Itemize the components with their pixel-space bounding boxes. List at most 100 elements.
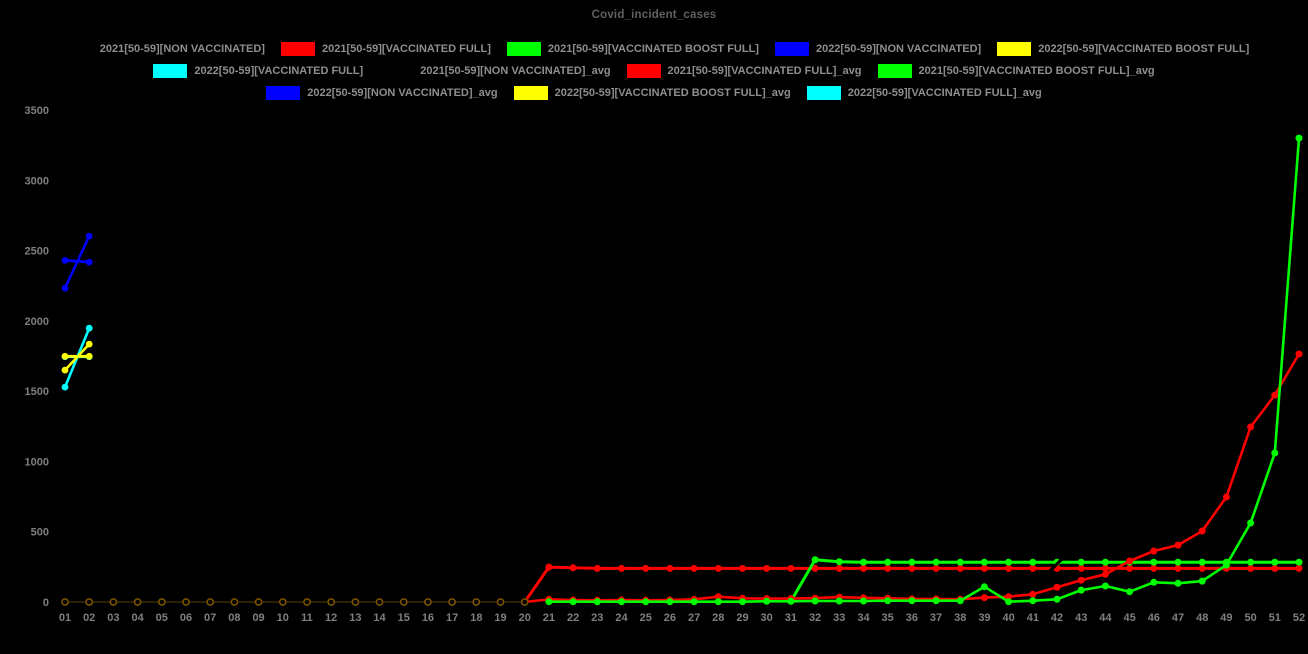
series-marker-2022-50-59-vaccinated-boost-full-avg [85,352,93,360]
series-marker-zero-baseline-overlap-weeks-01-20 [448,598,456,606]
series-marker-2021-50-59-vaccinated-boost-full [860,597,867,605]
series-marker-2021-50-59-vaccinated-full-avg [860,564,867,572]
x-tick-label: 18 [470,612,482,624]
legend-item: 2021[50-59][VACCINATED FULL]_avg [626,64,862,78]
series-marker-2022-50-59-non-vaccinated-avg [61,257,69,264]
legend-label: 2021[50-59][NON VACCINATED] [99,43,265,55]
series-marker-2021-50-59-vaccinated-boost-full [787,597,795,605]
series-marker-zero-baseline-overlap-weeks-01-20 [61,598,69,606]
legend-label: 2022[50-59][NON VACCINATED] [815,43,982,55]
x-tick-label: 34 [857,612,870,624]
series-marker-2021-50-59-vaccinated-boost-full [1101,582,1109,590]
series-marker-2021-50-59-vaccinated-full-avg [593,564,601,572]
x-tick-label: 30 [761,612,773,624]
series-marker-zero-baseline-overlap-weeks-01-20 [327,598,336,606]
x-tick-label: 08 [228,612,240,624]
legend-swatch [280,42,315,56]
x-tick-label: 51 [1269,612,1281,624]
series-marker-zero-baseline-overlap-weeks-01-20 [351,598,360,606]
legend-swatch [266,86,301,100]
x-tick-label: 50 [1244,612,1256,624]
x-tick-label: 52 [1293,612,1305,624]
series-marker-2021-50-59-vaccinated-full-avg [690,564,698,572]
y-tick-label: 3500 [25,105,49,117]
x-tick-label: 44 [1099,612,1112,624]
series-marker-2021-50-59-vaccinated-full-avg [1029,564,1037,572]
series-marker-2022-50-59-vaccinated-boost-full [85,340,93,348]
series-marker-2021-50-59-vaccinated-boost-full [1077,586,1085,594]
series-marker-2021-50-59-vaccinated-boost-full [714,598,722,606]
series-marker-2021-50-59-vaccinated-full-avg [545,563,553,571]
x-tick-label: 38 [954,612,966,624]
series-marker-2022-50-59-vaccinated-full [85,324,93,332]
legend-label: 2022[50-59][VACCINATED BOOST FULL] [1038,43,1250,55]
chart-title: Covid_incident_cases [591,9,717,21]
x-tick-label: 43 [1075,612,1087,624]
series-marker-2021-50-59-vaccinated-full [1247,423,1255,431]
series-marker-2021-50-59-vaccinated-boost-full [980,583,988,591]
series-marker-2021-50-59-vaccinated-boost-full-avg [1101,558,1109,566]
legend-swatch [806,86,841,100]
series-marker-2021-50-59-vaccinated-full [1271,391,1279,399]
legend-swatch [997,42,1032,56]
x-tick-label: 39 [978,612,990,624]
series-marker-2021-50-59-vaccinated-boost-full [569,598,577,606]
series-marker-2021-50-59-vaccinated-boost-full [811,597,819,605]
x-tick-label: 15 [398,612,410,624]
x-tick-label: 32 [809,612,821,624]
x-tick-label: 01 [59,612,71,624]
series-marker-2021-50-59-vaccinated-boost-full-avg [1198,558,1206,566]
x-tick-label: 04 [131,612,144,624]
legend-item: 2021[50-59][VACCINATED FULL] [280,42,491,56]
series-marker-2021-50-59-vaccinated-boost-full-avg [908,558,916,566]
series-marker-2022-50-59-vaccinated-boost-full-avg [61,352,69,360]
series-marker-2021-50-59-vaccinated-boost-full-avg [956,558,964,566]
series-marker-2021-50-59-vaccinated-full-avg [1126,564,1134,572]
x-tick-label: 46 [1148,612,1160,624]
series-marker-2021-50-59-vaccinated-full-avg [642,564,650,572]
series-marker-2021-50-59-vaccinated-boost-full-avg [811,556,819,564]
series-marker-2021-50-59-vaccinated-full [1005,593,1013,601]
series-marker-2021-50-59-vaccinated-boost-full [908,597,916,605]
series-marker-2022-50-59-vaccinated-full [61,383,69,391]
series-marker-2021-50-59-vaccinated-boost-full-avg [835,558,843,566]
series-marker-2021-50-59-vaccinated-full [1198,527,1206,535]
series-marker-2021-50-59-vaccinated-boost-full-avg [1005,558,1013,566]
x-tick-label: 24 [615,612,628,624]
series-marker-2021-50-59-vaccinated-boost-full-avg [860,558,867,566]
legend-label: 2021[50-59][VACCINATED FULL]_avg [667,65,862,77]
series-marker-2021-50-59-vaccinated-full [1053,583,1061,591]
series-marker-2021-50-59-vaccinated-full-avg [908,564,916,572]
series-marker-2021-50-59-vaccinated-full-avg [1271,564,1279,572]
legend-row-1: 2021[50-59][NON VACCINATED] 2021[50-59][V… [51,38,1258,60]
y-tick-label: 1000 [25,456,49,468]
series-marker-2021-50-59-vaccinated-boost-full [1005,598,1013,606]
x-tick-label: 16 [422,612,434,624]
series-marker-2021-50-59-vaccinated-boost-full [1053,595,1061,603]
y-tick-label: 2500 [25,246,49,258]
series-marker-zero-baseline-overlap-weeks-01-20 [520,598,529,606]
legend-label: 2022[50-59][VACCINATED FULL] [194,65,364,77]
series-marker-2021-50-59-vaccinated-full [1174,541,1182,549]
series-marker-2021-50-59-vaccinated-boost-full [1150,578,1158,586]
series-marker-zero-baseline-overlap-weeks-01-20 [157,598,166,606]
series-marker-2021-50-59-vaccinated-boost-full [666,598,674,606]
series-marker-2021-50-59-vaccinated-boost-full-avg [1295,558,1303,566]
series-marker-zero-baseline-overlap-weeks-01-20 [109,598,118,606]
series-line-2022-50-59-vaccinated-boost-full [63,342,91,372]
series-marker-zero-baseline-overlap-weeks-01-20 [423,598,432,606]
series-marker-2021-50-59-vaccinated-boost-full [690,598,698,606]
legend-swatch [58,42,93,56]
series-marker-zero-baseline-overlap-weeks-01-20 [230,598,239,606]
legend-swatch [774,42,809,56]
y-tick-label: 500 [31,527,49,539]
series-marker-2021-50-59-vaccinated-boost-full-avg [1247,558,1255,566]
series-marker-2021-50-59-vaccinated-full-avg [714,564,722,572]
x-tick-label: 10 [277,612,289,624]
series-marker-zero-baseline-overlap-weeks-01-20 [399,598,408,606]
x-tick-label: 06 [180,612,192,624]
legend-row-3: 2022[50-59][NON VACCINATED]_avg 2022[50-5… [258,82,1049,104]
series-marker-2021-50-59-vaccinated-full [1150,547,1158,555]
x-tick-label: 45 [1123,612,1135,624]
